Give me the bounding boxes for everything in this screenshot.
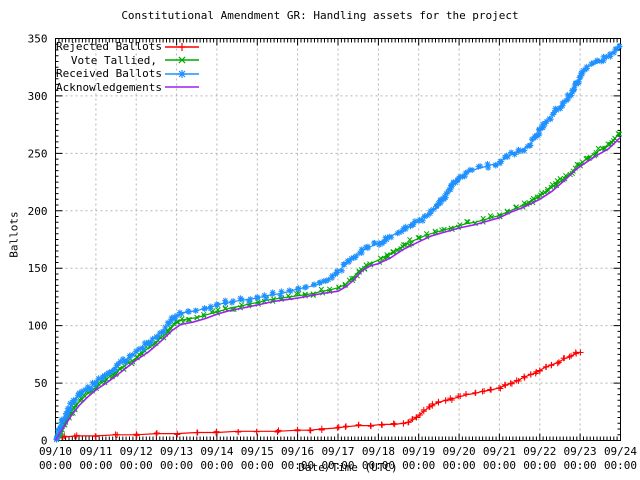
svg-text:00:00: 00:00 [443, 459, 476, 472]
svg-text:09/11: 09/11 [79, 445, 112, 458]
legend-item-acknowledgements: Acknowledgements [56, 81, 201, 95]
svg-text:09/13: 09/13 [160, 445, 193, 458]
svg-text:00:00: 00:00 [564, 459, 597, 472]
svg-text:100: 100 [28, 320, 48, 333]
svg-text:00:00: 00:00 [120, 459, 153, 472]
svg-text:09/15: 09/15 [241, 445, 274, 458]
legend-item-vote-tallied: Vote Tallied, [56, 54, 201, 68]
svg-text:00:00: 00:00 [402, 459, 435, 472]
svg-text:150: 150 [28, 262, 48, 275]
svg-text:00:00: 00:00 [200, 459, 233, 472]
svg-text:09/20: 09/20 [443, 445, 476, 458]
svg-text:250: 250 [28, 147, 48, 160]
svg-text:00:00: 00:00 [241, 459, 274, 472]
svg-text:09/22: 09/22 [523, 445, 556, 458]
svg-text:09/23: 09/23 [564, 445, 597, 458]
svg-text:00:00: 00:00 [362, 459, 395, 472]
svg-text:00:00: 00:00 [160, 459, 193, 472]
legend-sample-plus-icon [165, 42, 199, 51]
x-axis-title: Date/Time (UTC) [298, 461, 398, 474]
svg-text:09/10: 09/10 [39, 445, 72, 458]
svg-text:00:00: 00:00 [79, 459, 112, 472]
legend-label: Received Ballots [56, 67, 162, 81]
svg-text:09/19: 09/19 [402, 445, 435, 458]
svg-text:09/17: 09/17 [321, 445, 354, 458]
svg-text:200: 200 [28, 205, 48, 218]
legend: Rejected Ballots Vote Tallied, Received … [56, 40, 201, 94]
legend-sample-star-icon [165, 69, 199, 78]
svg-text:09/16: 09/16 [281, 445, 314, 458]
svg-text:00:00: 00:00 [523, 459, 556, 472]
svg-text:0: 0 [41, 435, 48, 448]
svg-text:350: 350 [28, 33, 48, 46]
legend-sample-cross-icon [165, 56, 199, 64]
legend-label: Vote Tallied, [70, 53, 157, 67]
legend-label: Acknowledgements [56, 80, 162, 94]
svg-text:50: 50 [34, 377, 47, 390]
svg-text:09/21: 09/21 [483, 445, 516, 458]
svg-text:09/18: 09/18 [362, 445, 395, 458]
svg-text:00:00: 00:00 [281, 459, 314, 472]
chart-title: Constitutional Amendment GR: Handling as… [121, 9, 519, 22]
svg-text:00:00: 00:00 [483, 459, 516, 472]
svg-text:00:00: 00:00 [604, 459, 637, 472]
svg-text:00:00: 00:00 [321, 459, 354, 472]
legend-label: Rejected Ballots [56, 40, 162, 54]
svg-text:09/24: 09/24 [604, 445, 637, 458]
legend-item-received-ballots: Received Ballots [56, 67, 201, 81]
svg-text:00:00: 00:00 [39, 459, 72, 472]
legend-sample-line-icon [165, 86, 199, 88]
svg-text:09/12: 09/12 [120, 445, 153, 458]
svg-text:09/14: 09/14 [200, 445, 233, 458]
svg-text:300: 300 [28, 90, 48, 103]
legend-item-rejected-ballots: Rejected Ballots [56, 40, 201, 54]
